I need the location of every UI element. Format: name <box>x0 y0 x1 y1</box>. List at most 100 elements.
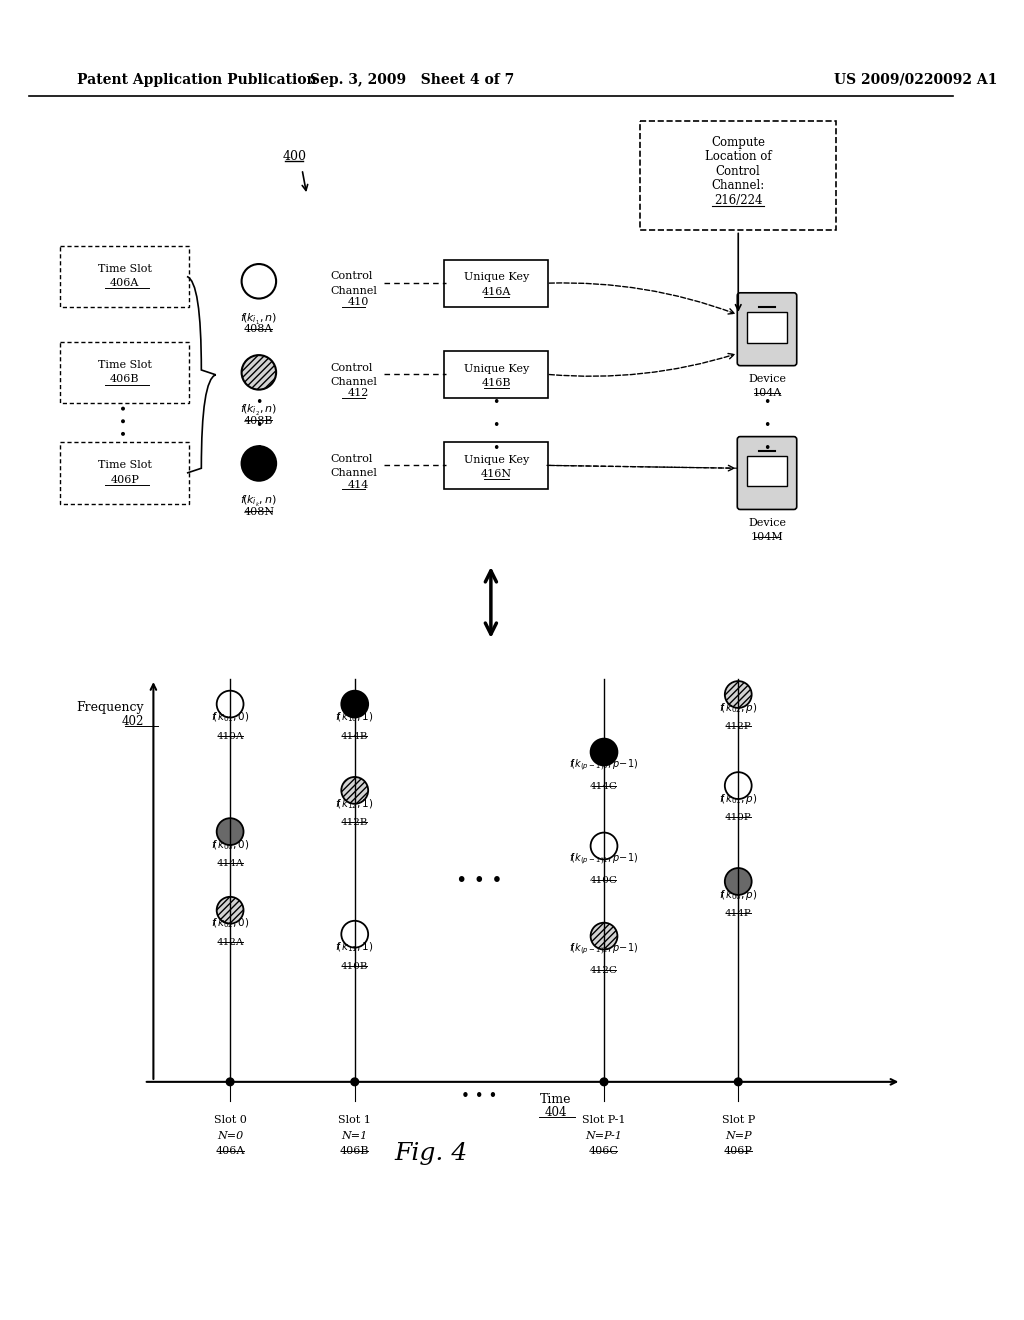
Text: $f\!\left(k_{02},p\right)$: $f\!\left(k_{02},p\right)$ <box>719 701 758 715</box>
Text: Time Slot: Time Slot <box>97 360 152 370</box>
Text: $f\!\left(k_{01},0\right)$: $f\!\left(k_{01},0\right)$ <box>211 710 250 725</box>
Text: 216/224: 216/224 <box>714 194 763 207</box>
Text: 410A: 410A <box>216 731 244 741</box>
Text: Frequency: Frequency <box>76 701 143 714</box>
Text: 416N: 416N <box>480 469 512 479</box>
Text: US 2009/0220092 A1: US 2009/0220092 A1 <box>835 73 997 87</box>
Text: 406B: 406B <box>340 1146 370 1156</box>
Text: 416B: 416B <box>481 378 511 388</box>
Text: Control: Control <box>716 165 761 177</box>
Circle shape <box>341 777 369 804</box>
Text: Unique Key: Unique Key <box>464 454 528 465</box>
Text: 406A: 406A <box>215 1146 245 1156</box>
Text: 406P: 406P <box>111 475 139 484</box>
Text: Patent Application Publication: Patent Application Publication <box>77 73 316 87</box>
Text: N=P-1: N=P-1 <box>586 1131 623 1140</box>
Text: Device: Device <box>748 375 786 384</box>
Text: Slot P: Slot P <box>722 1115 755 1126</box>
Text: 402: 402 <box>122 715 143 727</box>
Text: 410: 410 <box>348 297 370 308</box>
Text: •
•
•: • • • <box>255 396 262 454</box>
Text: Fig. 4: Fig. 4 <box>395 1142 468 1166</box>
Text: Channel: Channel <box>331 378 378 387</box>
Text: Time Slot: Time Slot <box>97 461 152 470</box>
Circle shape <box>734 1078 742 1085</box>
Text: 414B: 414B <box>341 731 369 741</box>
Text: $f\!\left(k_{00},p\right)$: $f\!\left(k_{00},p\right)$ <box>719 888 758 902</box>
Text: $f\!\left(k_{(p-1)0},p\!-\!1\right)$: $f\!\left(k_{(p-1)0},p\!-\!1\right)$ <box>569 758 639 774</box>
Text: 416A: 416A <box>481 286 511 297</box>
Circle shape <box>591 923 617 949</box>
Text: Channel:: Channel: <box>712 180 765 191</box>
Text: Device: Device <box>748 519 786 528</box>
Text: 410B: 410B <box>341 962 369 972</box>
Text: 404: 404 <box>545 1106 567 1119</box>
Text: 414: 414 <box>348 479 370 490</box>
Text: • • •: • • • <box>461 1089 498 1104</box>
Text: 414P: 414P <box>725 909 752 919</box>
FancyBboxPatch shape <box>746 312 787 343</box>
Circle shape <box>351 1078 358 1085</box>
FancyBboxPatch shape <box>443 260 549 308</box>
Circle shape <box>217 896 244 924</box>
FancyBboxPatch shape <box>443 442 549 490</box>
Text: 412A: 412A <box>216 939 244 946</box>
Text: Time Slot: Time Slot <box>97 264 152 273</box>
Text: $f\!\left(k_{01},p\right)$: $f\!\left(k_{01},p\right)$ <box>719 792 758 807</box>
Circle shape <box>226 1078 233 1085</box>
Text: 408B: 408B <box>244 416 273 425</box>
Text: Unique Key: Unique Key <box>464 272 528 282</box>
Text: 104M: 104M <box>751 532 783 541</box>
Text: 410C: 410C <box>590 875 617 884</box>
Text: 406B: 406B <box>110 374 139 384</box>
Text: N=0: N=0 <box>217 1131 244 1140</box>
Text: $f\!\left(k_{12},1\right)$: $f\!\left(k_{12},1\right)$ <box>336 797 374 810</box>
Text: Time: Time <box>541 1093 571 1106</box>
Text: 410P: 410P <box>725 813 752 822</box>
FancyBboxPatch shape <box>60 442 188 504</box>
Text: Slot 0: Slot 0 <box>214 1115 247 1126</box>
Text: $f\!\left(k_{(p-1)1},p\!-\!1\right)$: $f\!\left(k_{(p-1)1},p\!-\!1\right)$ <box>569 851 639 867</box>
Text: $f\!\left(k_{i_2},n\right)$: $f\!\left(k_{i_2},n\right)$ <box>241 403 278 418</box>
Text: 104A: 104A <box>753 388 781 397</box>
Circle shape <box>341 690 369 718</box>
Circle shape <box>591 739 617 766</box>
Text: $f\!\left(k_{11},1\right)$: $f\!\left(k_{11},1\right)$ <box>336 941 374 954</box>
Text: 412: 412 <box>348 388 370 399</box>
Circle shape <box>242 355 276 389</box>
Text: 408A: 408A <box>244 325 273 334</box>
Text: 406P: 406P <box>724 1146 753 1156</box>
Text: 412C: 412C <box>590 966 617 975</box>
Text: 406A: 406A <box>110 279 139 288</box>
FancyBboxPatch shape <box>737 437 797 510</box>
Text: 414A: 414A <box>216 859 244 869</box>
Text: $f\!\left(k_{i_1},n\right)$: $f\!\left(k_{i_1},n\right)$ <box>241 312 278 327</box>
Circle shape <box>725 869 752 895</box>
Text: N=1: N=1 <box>342 1131 368 1140</box>
FancyBboxPatch shape <box>60 246 188 308</box>
Text: • • •: • • • <box>118 404 132 437</box>
FancyBboxPatch shape <box>746 455 787 487</box>
Text: Channel: Channel <box>331 469 378 478</box>
Circle shape <box>217 818 244 845</box>
Text: N=P: N=P <box>725 1131 752 1140</box>
Text: Slot P-1: Slot P-1 <box>583 1115 626 1126</box>
Text: Control: Control <box>331 454 373 463</box>
Text: Control: Control <box>331 272 373 281</box>
Text: $f\!\left(k_{02},0\right)$: $f\!\left(k_{02},0\right)$ <box>211 917 250 931</box>
Text: 406C: 406C <box>589 1146 618 1156</box>
FancyBboxPatch shape <box>737 293 797 366</box>
Text: •
•
•: • • • <box>763 396 771 454</box>
Text: 414C: 414C <box>590 781 617 791</box>
FancyBboxPatch shape <box>443 351 549 399</box>
Text: 412B: 412B <box>341 818 369 828</box>
Text: $f\!\left(k_{00},0\right)$: $f\!\left(k_{00},0\right)$ <box>211 838 250 851</box>
Text: Location of: Location of <box>705 150 771 164</box>
Text: 412P: 412P <box>725 722 752 731</box>
Circle shape <box>242 446 276 480</box>
Text: Unique Key: Unique Key <box>464 363 528 374</box>
Circle shape <box>725 681 752 708</box>
FancyBboxPatch shape <box>640 121 836 231</box>
Text: Slot 1: Slot 1 <box>338 1115 371 1126</box>
Circle shape <box>600 1078 608 1085</box>
